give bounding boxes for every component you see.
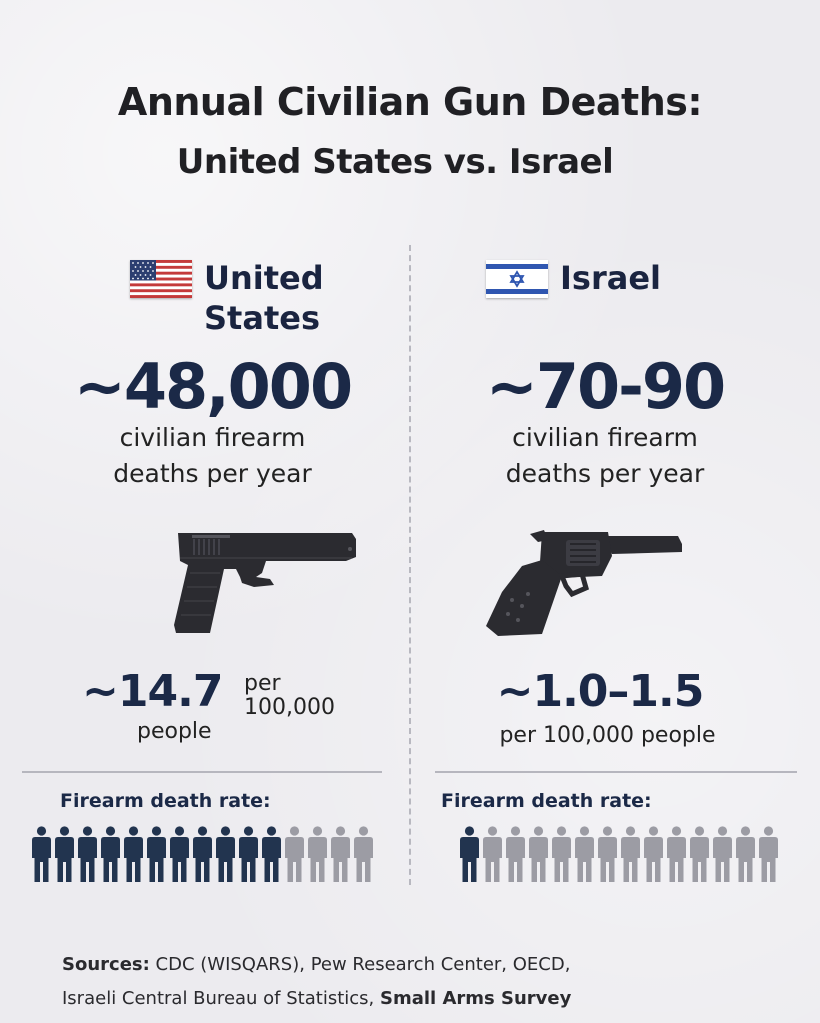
il-header: Israel — [486, 258, 661, 298]
us-person-icon — [32, 826, 51, 882]
il-deaths-label-line-1: civilian firearm — [512, 423, 698, 452]
sources-line-1: Sources: CDC (WISQARS), Pew Research Cen… — [62, 948, 571, 982]
us-person-icon — [239, 826, 258, 882]
us-deaths-label-line-1: civilian firearm — [119, 423, 306, 452]
us-person-icon — [193, 826, 212, 882]
us-person-icon — [101, 826, 120, 882]
il-person-icon — [506, 826, 525, 882]
il-deaths-label: civilian firearm deaths per year — [420, 420, 790, 492]
us-rate-people: people — [137, 719, 212, 744]
sources: Sources: CDC (WISQARS), Pew Research Cen… — [62, 948, 571, 1016]
il-person-icon — [667, 826, 686, 882]
us-person-icon — [285, 826, 304, 882]
israel-flag-icon — [486, 260, 548, 298]
il-person-icon — [736, 826, 755, 882]
us-person-icon — [216, 826, 235, 882]
us-rate-per-line-1: per — [244, 671, 281, 696]
il-person-icon — [644, 826, 663, 882]
pistol-icon — [174, 533, 356, 633]
il-person-icon — [759, 826, 778, 882]
il-person-icon — [598, 826, 617, 882]
sources-line-2: Israeli Central Bureau of Statistics, Sm… — [62, 982, 571, 1016]
il-divider — [435, 771, 797, 773]
us-name-line-2: States — [204, 299, 320, 337]
us-rate: ~14.7 — [82, 666, 223, 717]
us-rate-per-line-2: 100,000 — [244, 695, 335, 720]
il-rate-per: per 100,000 people — [499, 723, 716, 748]
il-name: Israel — [560, 259, 661, 297]
us-rate-per: per 100,000 — [244, 672, 335, 720]
il-person-icon — [713, 826, 732, 882]
il-deaths-label-line-2: deaths per year — [505, 459, 705, 488]
us-name: United States — [204, 258, 324, 338]
il-person-icon — [483, 826, 502, 882]
il-person-icon — [690, 826, 709, 882]
sources-text-2: Israeli Central Bureau of Statistics, — [62, 988, 380, 1009]
us-rate-label: Firearm death rate: — [60, 790, 271, 812]
il-person-icon — [552, 826, 571, 882]
column-divider — [409, 245, 411, 885]
il-rate: ~1.0–1.5 — [496, 666, 705, 717]
title-line-1: Annual Civilian Gun Deaths: — [117, 80, 703, 124]
us-divider — [22, 771, 382, 773]
sources-text-2-bold: Small Arms Survey — [379, 988, 572, 1009]
sources-label: Sources: — [62, 954, 150, 975]
us-deaths-label-line-2: deaths per year — [113, 459, 312, 488]
us-person-icon — [308, 826, 327, 882]
il-rate-label: Firearm death rate: — [441, 790, 652, 812]
il-person-icon — [529, 826, 548, 882]
us-person-icon — [262, 826, 281, 882]
revolver-icon — [486, 530, 682, 636]
title-line-2: United States vs. Israel — [176, 142, 614, 182]
us-person-icon — [78, 826, 97, 882]
us-deaths-label: civilian firearm deaths per year — [40, 420, 385, 492]
il-person-icon — [575, 826, 594, 882]
us-people-row — [32, 826, 373, 882]
sources-text-1: CDC (WISQARS), Pew Research Center, OECD… — [149, 954, 571, 975]
us-deaths-count: ~48,000 — [73, 350, 353, 423]
us-person-icon — [147, 826, 166, 882]
il-person-icon — [460, 826, 479, 882]
us-header: United States — [130, 258, 324, 338]
il-deaths-count: ~70-90 — [485, 350, 726, 423]
il-people-row — [460, 826, 778, 882]
us-person-icon — [124, 826, 143, 882]
us-person-icon — [170, 826, 189, 882]
us-flag-icon — [130, 260, 192, 298]
us-person-icon — [354, 826, 373, 882]
il-person-icon — [621, 826, 640, 882]
us-name-line-1: United — [204, 259, 324, 297]
us-person-icon — [331, 826, 350, 882]
us-person-icon — [55, 826, 74, 882]
